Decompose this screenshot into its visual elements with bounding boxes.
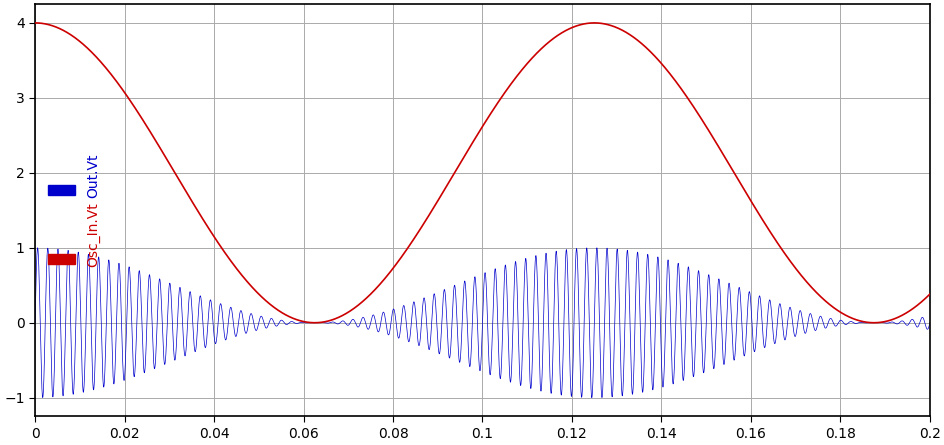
Legend: Out.Vt, Osc_In.Vt: Out.Vt, Osc_In.Vt xyxy=(42,148,106,272)
